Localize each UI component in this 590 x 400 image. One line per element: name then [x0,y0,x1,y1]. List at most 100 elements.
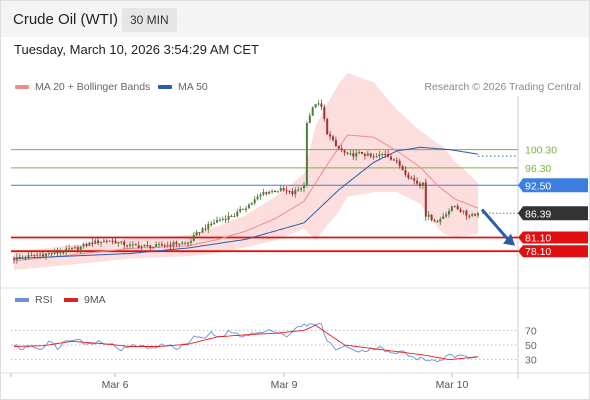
candle [53,251,56,254]
level-tag-78.10 [518,245,588,258]
candle [102,240,105,243]
candle [137,245,140,248]
candle [79,246,82,250]
candle [123,241,126,246]
candle [294,190,297,195]
candle [410,178,413,180]
candle [314,104,317,108]
x-tick-label: Mar 10 [436,379,469,391]
rsi-level-label-50: 50 [525,340,537,352]
candle [398,160,401,167]
candle [445,214,448,217]
candle [392,159,395,161]
candle [332,136,334,140]
candle [262,192,265,195]
candle [24,257,27,259]
candle [108,240,111,242]
candle [47,253,50,255]
candle [233,216,236,218]
candle [33,254,36,256]
candle [305,123,308,185]
candle [120,241,123,243]
candle [227,215,230,220]
legend-bollinger-label: MA 20 + Bollinger Bands [35,81,151,93]
candle [253,199,256,204]
candle [361,152,363,154]
candle [271,190,274,192]
x-tick-label: Mar 6 [102,379,129,391]
candle [317,103,320,105]
candle [71,247,73,250]
candle [320,103,323,107]
candle [129,244,131,246]
candle [73,247,76,249]
rsi-level-label-30: 30 [525,355,537,367]
candle [416,180,419,184]
candle [395,160,398,162]
rsi-line [13,323,479,363]
candle [163,245,166,247]
candle [239,208,242,212]
legend-ma50-label: MA 50 [178,81,208,93]
interval-button[interactable]: 30 MIN [122,8,177,32]
legend-rsi-label: RSI [35,294,53,306]
candles [13,99,479,264]
candle [210,223,213,225]
candle [288,191,291,193]
ma50-line [13,146,479,259]
candle [27,254,30,258]
candle [279,188,282,192]
candle [381,153,384,155]
candle [334,139,337,147]
candle [126,245,129,247]
candle [131,244,134,246]
candle [166,244,169,246]
candle [65,248,68,253]
candle [91,242,94,244]
candle [450,206,453,211]
candle [216,220,218,223]
candle [448,210,450,215]
candle [94,240,97,244]
header-bar: Crude Oil (WTI) 30 MIN [1,1,589,37]
candle [82,244,85,247]
x-tick-label: Mar 9 [271,379,298,391]
rsi-level-label-70: 70 [525,325,537,337]
legend-rsi: RSI [15,294,53,306]
candle [105,240,108,242]
candle [468,215,471,217]
candle [346,152,349,154]
level-label-92.50: 92.50 [525,180,551,192]
bollinger-swatch-icon [15,85,29,90]
candle [477,213,479,216]
candle [36,254,39,256]
candle [56,251,59,254]
candle [207,223,210,230]
candle [178,243,181,245]
candle [300,188,303,190]
candle [62,252,65,254]
candle [474,214,477,216]
candle [323,106,326,119]
candle [50,253,53,255]
candle [462,210,465,212]
instrument-title: Crude Oil (WTI) [13,11,118,28]
candle [384,153,387,155]
candle [42,254,44,257]
forecast-arrow [480,208,511,242]
candle [337,146,340,149]
candle [13,258,15,260]
candle [85,244,88,246]
candle [282,188,285,191]
candle [372,156,375,158]
candle [15,257,18,260]
candle [187,242,189,244]
candle [427,214,430,217]
candle [250,203,253,205]
candle [265,192,268,194]
candle [184,242,187,244]
candle [390,156,392,160]
candle [329,134,332,137]
level-label-81.10: 81.10 [525,232,551,244]
